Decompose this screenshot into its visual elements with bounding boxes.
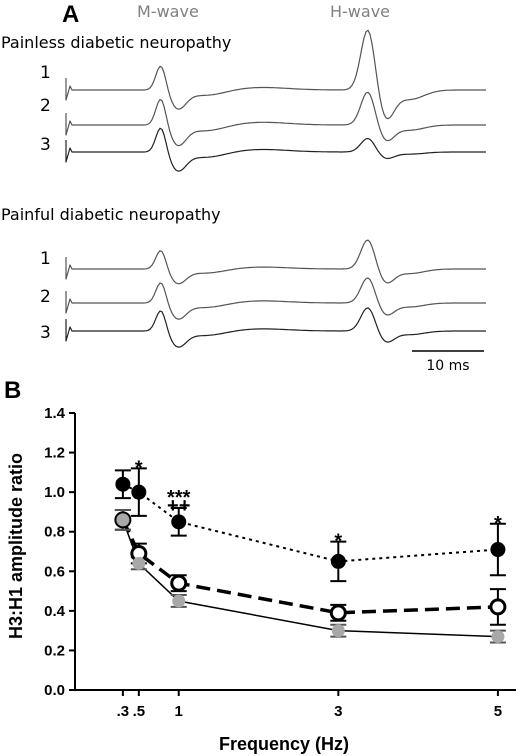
series-3-point <box>491 630 505 644</box>
series-2-point <box>170 574 188 592</box>
series-1-point <box>490 542 506 558</box>
h-wave-label: H-wave <box>330 2 390 21</box>
y-tick-label: 0.2 <box>44 642 65 659</box>
emg-traces <box>65 29 486 348</box>
chart-axes: 0.0 0.2 0.4 0.6 0.8 1.0 1.2 1.4 .3.5 1 3 5 <box>44 405 516 720</box>
painless-trace-2 <box>65 91 486 147</box>
painless-trace-number-2: 2 <box>40 96 51 116</box>
painful-trace-number-1: 1 <box>40 249 51 269</box>
series-1-point <box>171 514 187 530</box>
y-tick-label: 0.6 <box>44 563 65 580</box>
x-tick-label: 5 <box>494 703 502 720</box>
painful-trace-number-3: 3 <box>40 323 51 343</box>
series-2-point <box>329 604 347 622</box>
x-tick-label: .3 <box>117 703 130 720</box>
x-axis-title: Frequency (Hz) <box>219 734 349 754</box>
significance-annotation: * <box>334 531 342 553</box>
series-1-point <box>330 553 346 569</box>
significance-annotation: *** <box>167 487 191 509</box>
painful-trace-1 <box>65 239 486 285</box>
series-1-point <box>131 484 147 500</box>
scale-bar-label: 10 ms <box>426 358 469 374</box>
panel-a-letter: A <box>62 1 79 28</box>
painless-title: Painless diabetic neuropathy <box>1 33 231 52</box>
y-tick-label: 0.4 <box>44 603 66 620</box>
series-3-point <box>116 513 130 527</box>
series-3-point <box>172 594 186 608</box>
painful-trace-2 <box>65 277 486 320</box>
m-wave-label: M-wave <box>137 2 199 21</box>
series-3-point <box>331 624 345 638</box>
significance-annotation: ++ <box>167 495 190 517</box>
painless-trace-1 <box>65 29 486 120</box>
painful-title: Painful diabetic neuropathy <box>1 205 221 224</box>
panel-b-letter: B <box>4 377 21 404</box>
series-3-point <box>132 556 146 570</box>
significance-annotation: * <box>494 513 502 535</box>
series-2-point <box>489 598 507 616</box>
painless-trace-number-3: 3 <box>40 135 51 155</box>
painful-trace-3 <box>65 307 486 348</box>
x-tick-label: 3 <box>334 703 342 720</box>
y-tick-label: 1.4 <box>44 405 66 422</box>
series-1-point <box>115 476 131 492</box>
significance-annotation: * <box>135 457 143 479</box>
y-tick-label: 0.0 <box>44 682 65 699</box>
y-tick-label: 1.0 <box>44 484 65 501</box>
painless-trace-number-1: 1 <box>40 63 51 83</box>
painless-trace-3 <box>65 127 486 172</box>
y-tick-label: 0.8 <box>44 524 65 541</box>
y-axis-title: H3:H1 amplitude ratio <box>6 453 26 639</box>
painful-trace-number-2: 2 <box>40 287 51 307</box>
x-tick-label: .5 <box>133 703 146 720</box>
x-tick-label: 1 <box>175 703 183 720</box>
y-tick-label: 1.2 <box>44 445 65 462</box>
chart-plot-area: ****++** <box>114 457 507 644</box>
